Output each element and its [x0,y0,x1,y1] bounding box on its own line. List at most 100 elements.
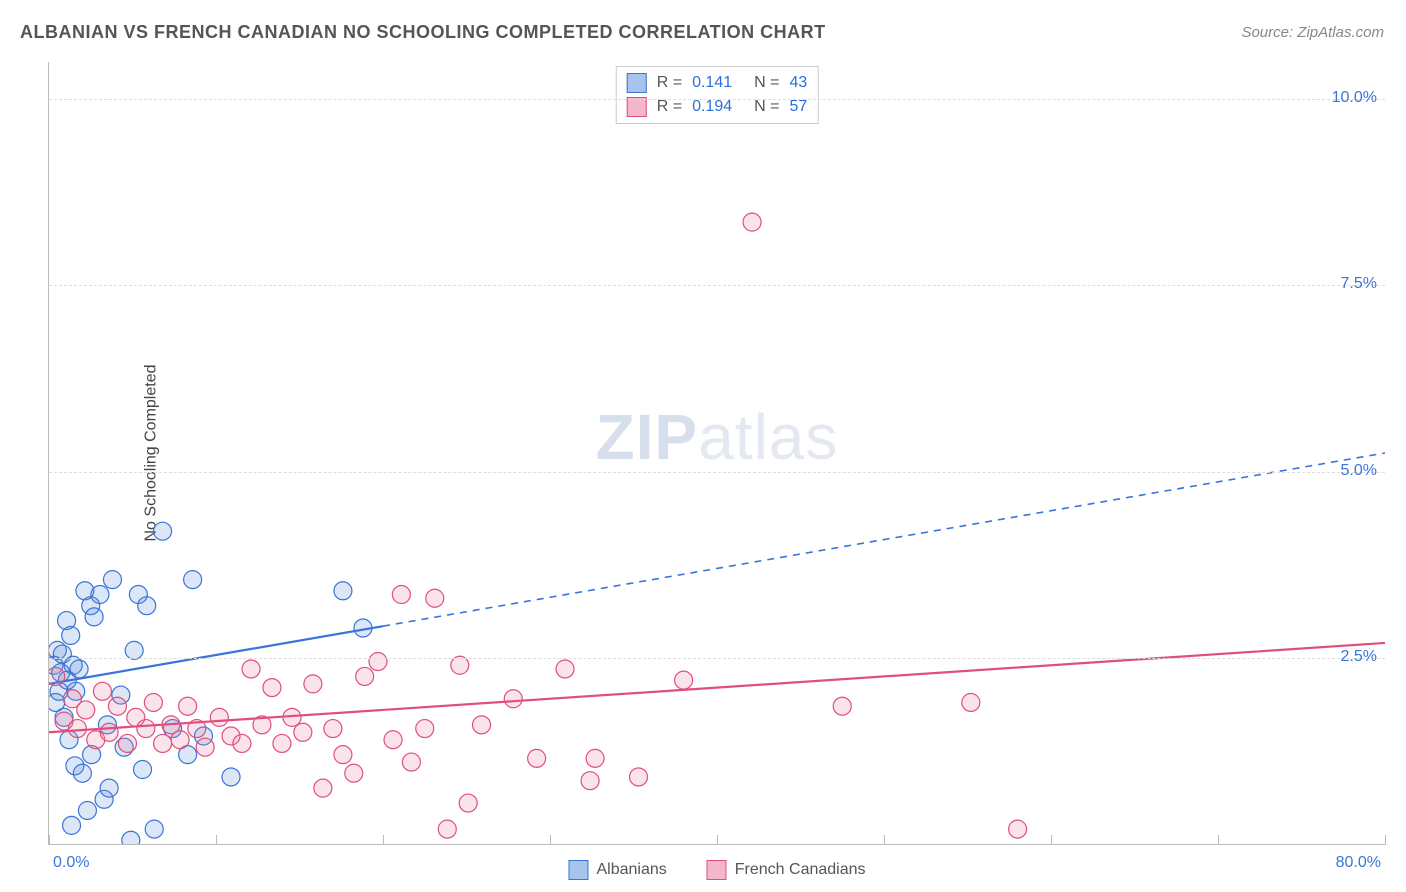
scatter-point [100,779,118,797]
scatter-point [73,764,91,782]
scatter-point [82,597,100,615]
y-tick-label: 2.5% [1341,648,1377,666]
scatter-point [138,597,156,615]
scatter-point [179,697,197,715]
scatter-point [53,645,71,663]
scatter-point [263,679,281,697]
trend-line-solid [49,643,1385,732]
scatter-point [49,641,66,659]
scatter-point [108,697,126,715]
scatter-point [144,693,162,711]
legend-stats-box: R = 0.141 N = 43 R = 0.194 N = 57 [616,66,819,124]
scatter-point [184,571,202,589]
scatter-point [164,720,182,738]
scatter-point [49,693,65,711]
scatter-point [118,734,136,752]
scatter-point [392,586,410,604]
scatter-point [384,731,402,749]
y-tick-label: 5.0% [1341,462,1377,480]
x-tick [717,835,718,845]
scatter-point [675,671,693,689]
y-tick-label: 7.5% [1341,275,1377,293]
scatter-point [196,738,214,756]
scatter-point [630,768,648,786]
scatter-point [1009,820,1027,838]
scatter-point [112,686,130,704]
svg-layer [49,62,1385,844]
y-axis-label: No Schooling Completed [143,365,161,542]
scatter-point [154,734,172,752]
scatter-point [49,667,65,685]
scatter-point [324,720,342,738]
scatter-point [67,682,85,700]
scatter-point [64,656,82,674]
x-tick [884,835,885,845]
scatter-point [63,690,81,708]
scatter-point [91,586,109,604]
legend-R-value-albanians: 0.141 [692,74,732,92]
scatter-point [58,671,76,689]
scatter-point [77,701,95,719]
scatter-point [438,820,456,838]
scatter-point [556,660,574,678]
scatter-point [210,708,228,726]
trend-line-solid [49,626,383,684]
scatter-point [179,746,197,764]
scatter-point [87,731,105,749]
scatter-point [76,582,94,600]
scatter-point [314,779,332,797]
legend-N-value-french: 57 [789,98,807,116]
scatter-point [127,708,145,726]
gridline-h [49,99,1385,100]
scatter-point [115,738,133,756]
gridline-h [49,658,1385,659]
legend-bottom: Albanians French Canadians [568,860,865,880]
scatter-point [581,772,599,790]
scatter-point [55,712,73,730]
chart-title: ALBANIAN VS FRENCH CANADIAN NO SCHOOLING… [20,22,826,43]
gridline-h [49,472,1385,473]
scatter-point [222,768,240,786]
scatter-point [122,831,140,844]
scatter-point [162,716,180,734]
legend-N-label: N = [754,98,779,116]
source-attribution: Source: ZipAtlas.com [1241,24,1384,41]
scatter-point [70,660,88,678]
scatter-point [98,716,116,734]
legend-R-label: R = [657,74,682,92]
scatter-point [586,749,604,767]
scatter-point [273,734,291,752]
chart-root: ALBANIAN VS FRENCH CANADIAN NO SCHOOLING… [0,0,1406,892]
scatter-point [283,708,301,726]
scatter-point [100,723,118,741]
watermark: ZIPatlas [596,400,839,474]
x-tick [383,835,384,845]
scatter-point [402,753,420,771]
legend-stats-row-albanians: R = 0.141 N = 43 [627,71,808,95]
scatter-point [334,746,352,764]
scatter-point [93,682,111,700]
legend-item-albanians: Albanians [568,860,666,880]
legend-N-label: N = [754,74,779,92]
scatter-point [129,586,147,604]
watermark-zip: ZIP [596,401,699,473]
scatter-point [426,589,444,607]
legend-swatch-albanians-bottom [568,860,588,880]
scatter-point [416,720,434,738]
scatter-point [233,734,251,752]
legend-label-albanians: Albanians [596,861,666,879]
scatter-point [125,641,143,659]
plot-area: No Schooling Completed ZIPatlas R = 0.14… [48,62,1385,845]
scatter-point [55,708,73,726]
scatter-point [222,727,240,745]
scatter-point [473,716,491,734]
legend-N-value-albanians: 43 [789,74,807,92]
legend-R-label: R = [657,98,682,116]
legend-swatch-french-bottom [707,860,727,880]
scatter-point [58,612,76,630]
x-tick [49,835,50,845]
scatter-point [451,656,469,674]
scatter-point [78,801,96,819]
x-tick [550,835,551,845]
scatter-point [743,213,761,231]
